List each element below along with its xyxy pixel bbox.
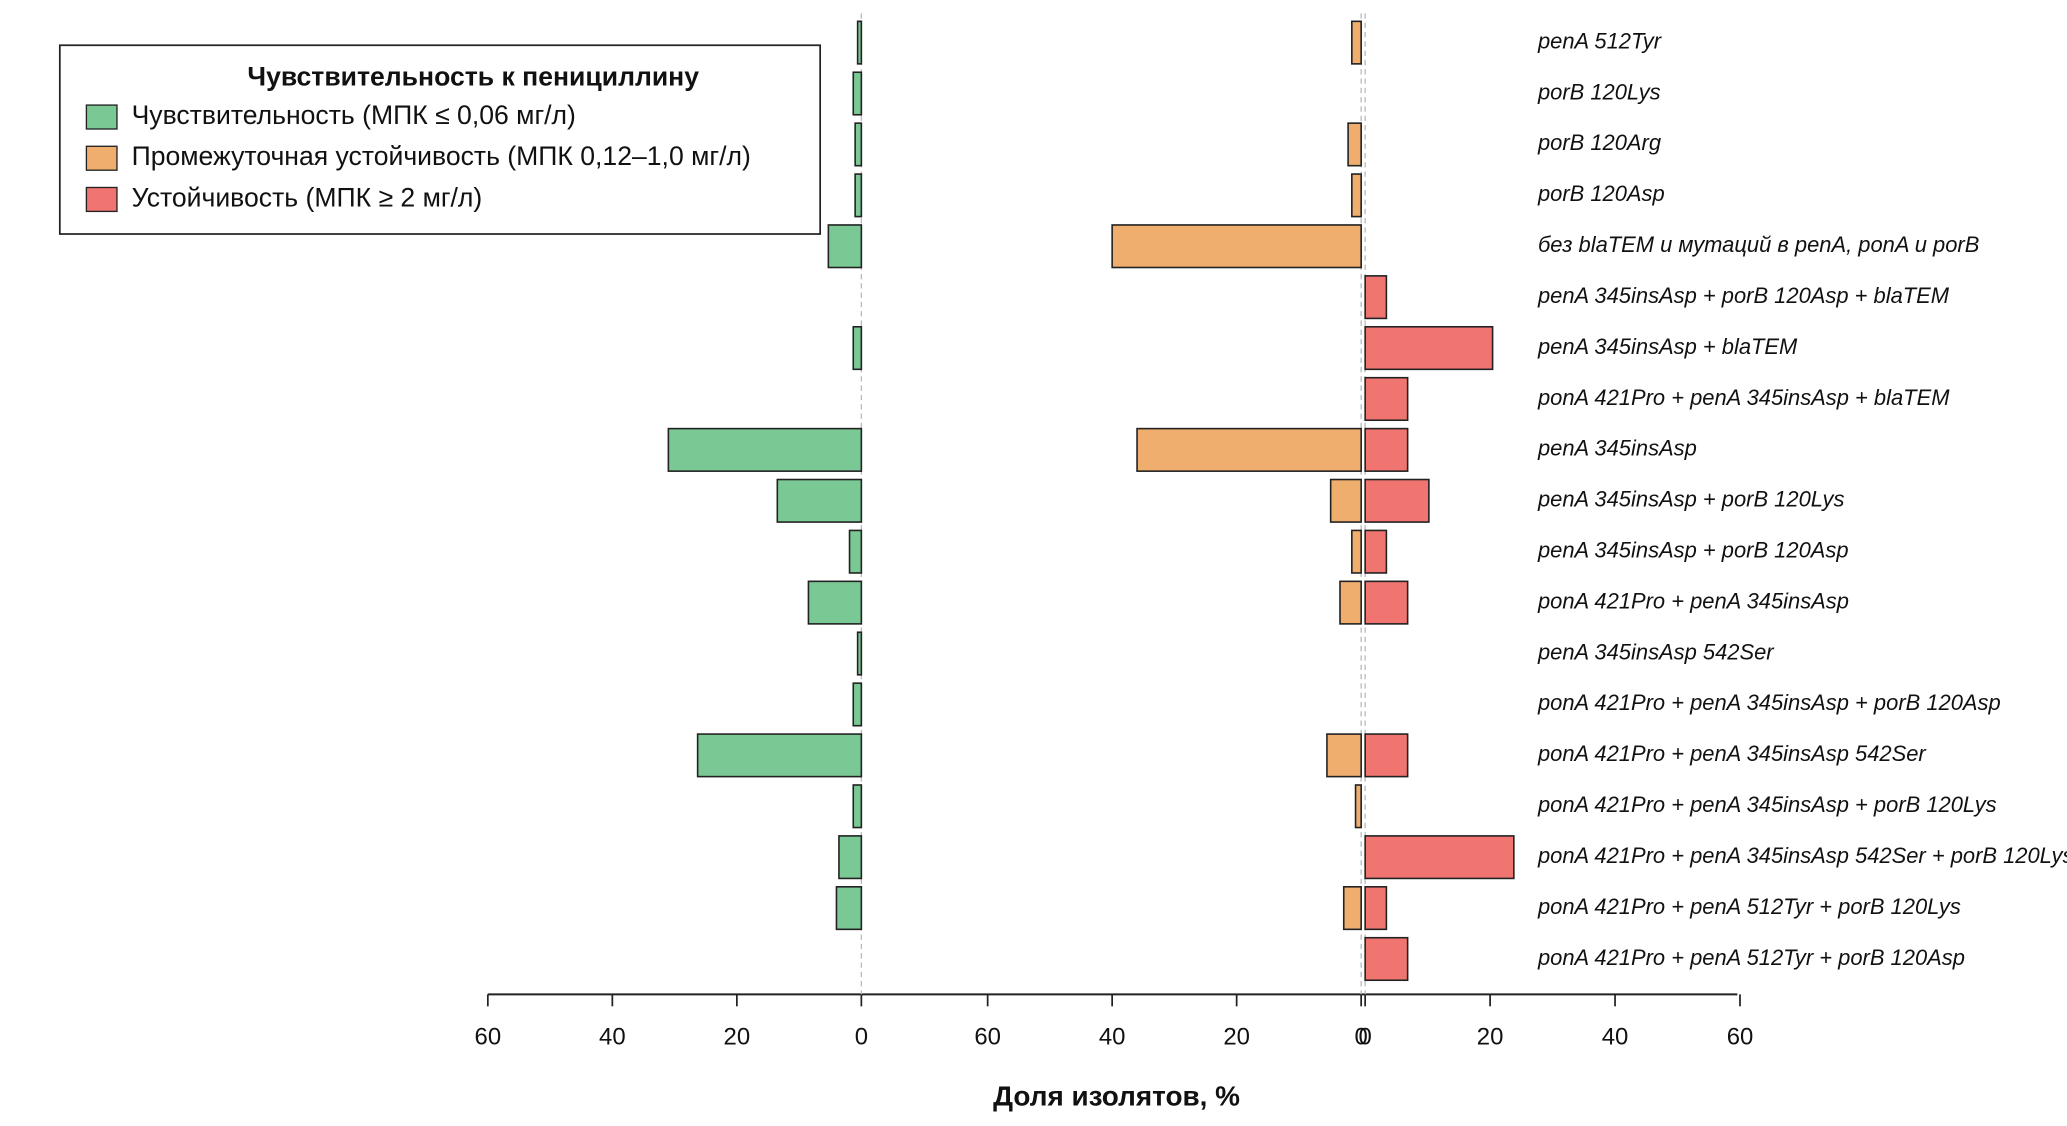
x-tick-label: 60 [1727,1024,1754,1051]
category-label: penA 345insAsp + porB 120Lys [1537,487,1845,512]
x-tick-label: 40 [599,1024,626,1051]
bar [854,173,863,218]
category-label: ponA 421Pro + penA 345insAsp + porB 120L… [1537,792,1997,817]
category-label: ponA 421Pro + penA 512Tyr + porB 120Asp [1537,945,1965,970]
bar [854,122,863,167]
category-label: penA 345insAsp [1537,436,1697,461]
bar [1342,886,1362,931]
bar [1364,936,1409,982]
bar [1364,529,1388,574]
legend-swatch [85,104,118,130]
category-label: porB 120Asp [1537,181,1665,206]
category-label: ponA 421Pro + penA 345insAsp [1537,588,1849,613]
bar [1364,835,1515,880]
category-label: ponA 421Pro + penA 345insAsp + porB 120A… [1537,690,2001,715]
bar [1111,224,1362,269]
bar [1364,478,1430,523]
bar [1329,478,1362,523]
bar [1354,784,1362,829]
category-label: ponA 421Pro + penA 345insAsp 542Ser + po… [1537,843,2067,868]
bar [1351,173,1362,218]
legend-box [58,44,822,235]
bar [1364,376,1409,422]
bar [1364,733,1409,778]
bar [1364,580,1409,625]
category-label: без blaTEM и мутаций в penA, ponA и porB [1538,232,1979,257]
x-tick-label: 20 [1477,1024,1504,1051]
bar [1364,427,1409,472]
category-label: penA 512Tyr [1537,28,1663,53]
bar [667,427,863,472]
bar [852,71,863,116]
legend-title: Чувствительность к пенициллину [247,62,699,92]
bar [835,886,863,931]
bar [1347,122,1362,167]
x-tick-label: 20 [724,1024,751,1051]
category-label: penA 345insAsp 542Ser [1537,639,1775,664]
category-label: penA 345insAsp + porB 120Asp + blaTEM [1537,283,1950,308]
category-label: penA 345insAsp + blaTEM [1537,334,1798,359]
bar [852,325,863,371]
bar [1351,20,1362,65]
category-label: ponA 421Pro + penA 345insAsp + blaTEM [1537,385,1950,410]
category-label: ponA 421Pro + penA 345insAsp 542Ser [1537,741,1927,766]
x-tick-label: 0 [1355,1024,1368,1051]
bar [856,631,863,676]
bar [1351,529,1362,574]
bar [856,20,863,65]
x-tick-label: 40 [1602,1024,1629,1051]
legend-label: Промежуточная устойчивость (МПК 0,12–1,0… [132,141,751,171]
bar [696,733,863,778]
bar [852,784,863,829]
x-tick-label: 60 [475,1024,502,1051]
x-tick-label: 0 [855,1024,868,1051]
bar [1364,325,1494,371]
legend-swatch [85,145,118,171]
bar [1136,427,1362,472]
x-tick-label: 20 [1223,1024,1250,1051]
bar [852,682,863,727]
bar [1339,580,1362,625]
legend-swatch [85,186,118,213]
bar [776,478,863,523]
bar [848,529,863,574]
category-label: ponA 421Pro + penA 512Tyr + porB 120Lys [1537,894,1961,919]
bar [827,224,863,269]
category-label: porB 120Lys [1537,79,1661,104]
x-tick-label: 40 [1099,1024,1126,1051]
bar [1364,886,1388,931]
x-tick-label: 60 [974,1024,1001,1051]
x-tick-label: 0 [1359,1024,1372,1051]
category-label: penA 345insAsp + porB 120Asp [1537,537,1849,562]
x-axis-label: Доля изолятов, % [993,1080,1240,1111]
legend-label: Устойчивость (МПК ≥ 2 мг/л) [132,182,483,212]
bar [1326,733,1362,778]
category-label: porB 120Arg [1537,130,1661,155]
bar [838,835,863,880]
legend-label: Чувствительность (МПК ≤ 0,06 мг/л) [132,100,576,130]
bar [807,580,863,625]
bar [1364,275,1388,320]
